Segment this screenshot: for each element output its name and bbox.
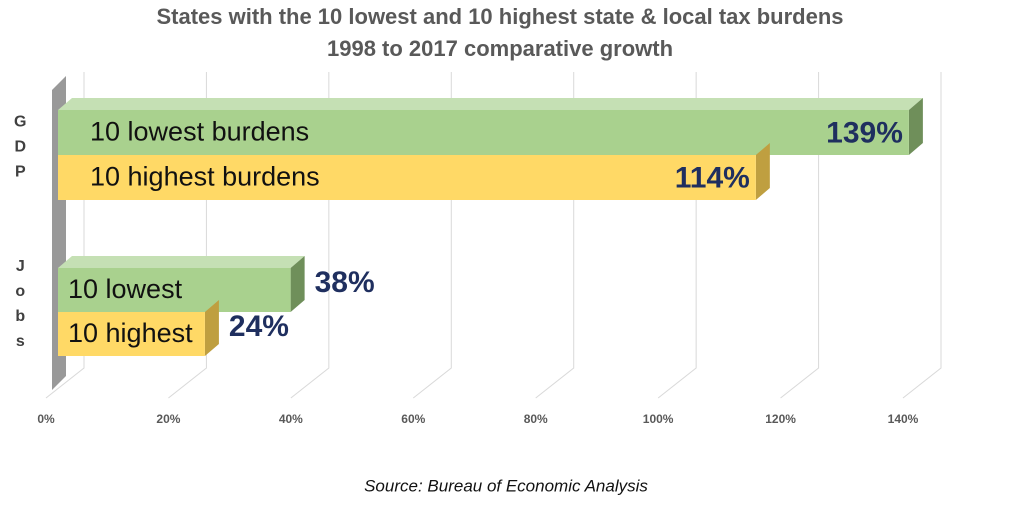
- value-label: 139%: [826, 116, 903, 149]
- chart-subtitle: 1998 to 2017 comparative growth: [327, 36, 673, 61]
- bar-label: 10 lowest burdens: [90, 117, 309, 147]
- x-tick-label: 80%: [524, 412, 548, 426]
- bar-side: [755, 143, 770, 200]
- bar: [58, 268, 291, 312]
- bar-label: 10 highest burdens: [90, 162, 320, 192]
- x-tick-label: 60%: [401, 412, 425, 426]
- grid-line: [780, 72, 820, 399]
- x-tick-label: 140%: [888, 412, 919, 426]
- bar-label: 10 highest: [68, 318, 193, 348]
- bar: [58, 312, 205, 356]
- bar-side: [290, 256, 305, 312]
- value-label: 24%: [229, 310, 289, 343]
- x-tick-label: 120%: [765, 412, 796, 426]
- x-tick-label: 40%: [279, 412, 303, 426]
- grid-line: [902, 72, 942, 399]
- bar-top: [58, 98, 923, 110]
- category-label: Jobs: [12, 258, 29, 358]
- bar-side: [204, 300, 219, 356]
- category-label: GDP: [12, 114, 29, 189]
- bar: [58, 155, 756, 200]
- source-note: Source: Bureau of Economic Analysis: [364, 476, 648, 495]
- bar-side: [908, 98, 923, 155]
- x-tick-label: 100%: [643, 412, 674, 426]
- x-tick-label: 20%: [156, 412, 180, 426]
- x-tick-label: 0%: [37, 412, 55, 426]
- value-label: 38%: [315, 266, 375, 299]
- chart-title: States with the 10 lowest and 10 highest…: [156, 4, 843, 29]
- value-label: 114%: [675, 161, 750, 194]
- bar-top: [58, 256, 305, 268]
- bar-label: 10 lowest: [68, 274, 183, 304]
